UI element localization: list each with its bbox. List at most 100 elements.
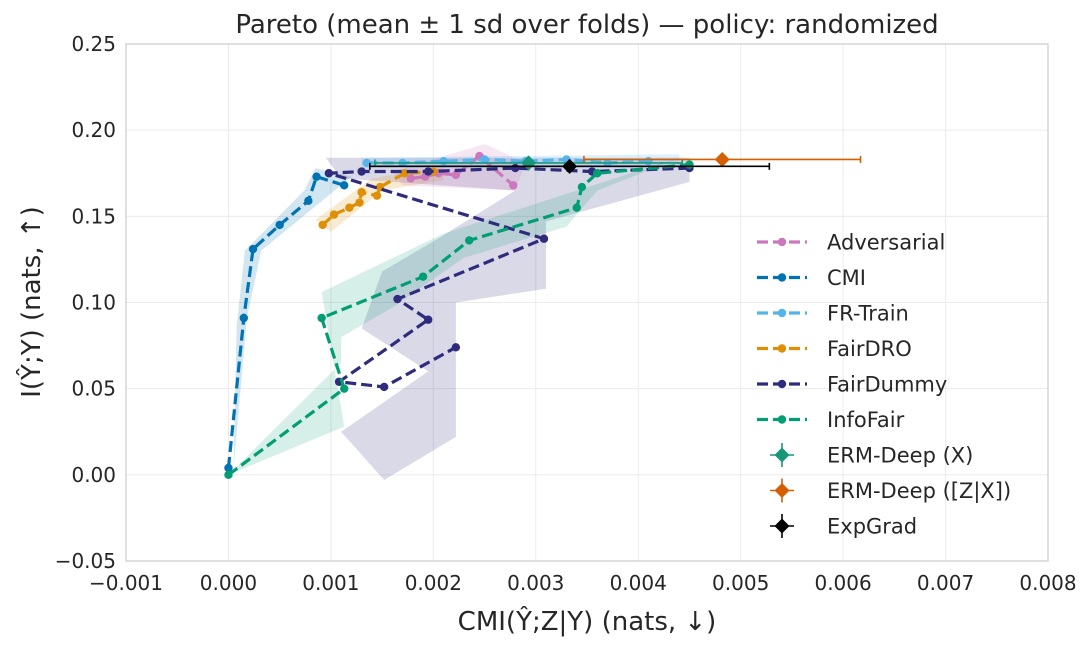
legend-entry: Adversarial xyxy=(757,231,945,255)
legend-marker xyxy=(777,308,787,318)
data-point xyxy=(424,167,433,176)
data-point xyxy=(480,155,489,164)
legend-marker xyxy=(777,379,787,389)
x-tick-label: 0.003 xyxy=(507,571,564,595)
legend-label: Adversarial xyxy=(827,231,945,255)
tick-labels: −0.001 0.000 0.001 0.002 0.003 0.004 0.005 0.00… xyxy=(55,32,1077,595)
y-tick-label: 0.20 xyxy=(71,118,116,142)
data-point xyxy=(248,244,258,254)
data-point xyxy=(304,196,313,206)
data-point xyxy=(451,343,461,352)
legend-label: FairDummy xyxy=(827,373,947,397)
y-tick-label: 0.15 xyxy=(71,204,116,228)
data-point xyxy=(318,220,327,230)
data-point xyxy=(317,313,326,323)
sd-band xyxy=(325,157,690,481)
x-tick-label: 0.004 xyxy=(610,571,667,595)
legend-entry: FairDRO xyxy=(757,337,912,361)
data-point xyxy=(329,210,339,219)
data-point xyxy=(464,236,474,245)
sd-band xyxy=(315,166,444,232)
data-point xyxy=(406,174,415,183)
data-point xyxy=(393,294,402,304)
legend-entry: CMI xyxy=(757,266,866,290)
data-point xyxy=(562,158,578,174)
data-point xyxy=(340,384,349,393)
data-point xyxy=(379,382,389,392)
data-point xyxy=(539,234,549,243)
x-tick-label: 0.002 xyxy=(405,571,462,595)
x-tick-label: 0.001 xyxy=(302,571,359,595)
legend-marker xyxy=(777,415,787,424)
y-tick-label: 0.05 xyxy=(71,377,116,401)
legend-label: ERM-Deep ([Z|X]) xyxy=(827,479,1011,504)
y-tick-label: 0.00 xyxy=(71,463,116,487)
x-tick-label: −0.001 xyxy=(89,571,163,595)
x-tick-label: 0.000 xyxy=(200,571,257,595)
x-tick-label: 0.007 xyxy=(917,571,974,595)
series-erm-deep-z-x xyxy=(583,151,862,167)
data-point xyxy=(340,181,349,190)
legend-entry: FR-Train xyxy=(757,302,909,326)
legend-entry: ERM-Deep (X) xyxy=(770,443,973,468)
legend-entry: ExpGrad xyxy=(770,514,917,539)
data-point xyxy=(275,220,284,230)
data-point xyxy=(372,191,382,200)
legend-label: FR-Train xyxy=(827,302,909,326)
legend-marker xyxy=(774,518,790,534)
data-point xyxy=(439,156,448,166)
data-point xyxy=(451,170,461,180)
data-point xyxy=(239,313,249,323)
data-point xyxy=(357,188,366,197)
data-point xyxy=(224,463,233,473)
data-point xyxy=(714,151,730,167)
legend-label: FairDRO xyxy=(827,337,912,361)
data-point xyxy=(593,169,602,178)
y-tick-label: 0.10 xyxy=(71,291,116,315)
legend-label: ERM-Deep (X) xyxy=(827,444,973,468)
legend-marker xyxy=(777,237,787,247)
y-tick-label: 0.25 xyxy=(71,32,116,56)
series-layer xyxy=(224,151,862,480)
legend-entry: InfoFair xyxy=(757,408,905,432)
y-axis-label: I(Ŷ;Y) (nats, ↑) xyxy=(15,206,47,398)
chart-title: Pareto (mean ± 1 sd over folds) — policy… xyxy=(235,10,938,40)
x-tick-label: 0.006 xyxy=(814,571,871,595)
plot-frame xyxy=(125,43,1049,562)
data-point xyxy=(312,172,321,181)
legend-marker xyxy=(777,273,787,282)
sd-band xyxy=(233,168,352,468)
legend-entry: ERM-Deep ([Z|X]) xyxy=(770,478,1011,504)
x-tick-label: 0.008 xyxy=(1019,571,1076,595)
series-cmi xyxy=(224,172,349,473)
data-point xyxy=(685,160,694,169)
data-point xyxy=(357,167,366,176)
y-tick-label: −0.05 xyxy=(55,549,116,573)
data-point xyxy=(324,169,334,178)
data-point xyxy=(511,163,520,173)
legend-label: ExpGrad xyxy=(827,515,917,539)
legend-entry: FairDummy xyxy=(757,373,947,397)
series-expgrad xyxy=(369,158,771,174)
x-axis-label: CMI(Ŷ;Z|Y) (nats, ↓) xyxy=(458,605,717,637)
legend-label: InfoFair xyxy=(827,408,905,432)
data-point xyxy=(418,272,428,281)
legend-marker xyxy=(774,447,790,463)
data-point xyxy=(224,470,233,480)
data-point xyxy=(355,198,364,207)
legend-marker xyxy=(777,344,787,353)
data-point xyxy=(509,181,518,190)
data-point xyxy=(424,315,433,324)
x-tick-label: 0.005 xyxy=(712,571,769,595)
data-point xyxy=(362,158,371,168)
legend-label: CMI xyxy=(827,266,866,290)
data-point xyxy=(345,203,354,212)
series-fairdro xyxy=(318,167,438,230)
sd-band xyxy=(228,154,690,475)
data-point xyxy=(572,203,581,212)
series-infofair xyxy=(224,160,694,480)
legend: Adversarial CMI FR-Train FairDRO FairDummy In… xyxy=(757,231,1011,539)
data-point xyxy=(644,156,653,166)
legend-marker xyxy=(774,483,790,498)
